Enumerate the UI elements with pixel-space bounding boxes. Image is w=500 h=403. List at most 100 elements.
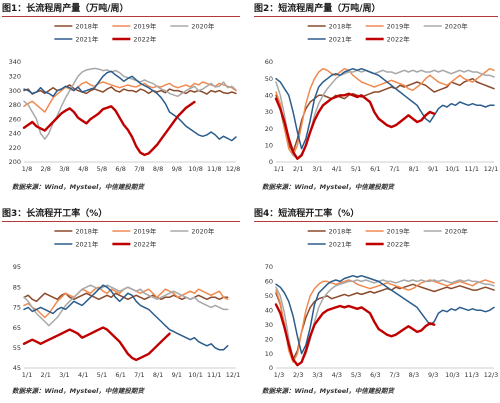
y-tick-label: 60: [265, 278, 273, 286]
series-line-2021年: [23, 284, 229, 351]
x-tick-label: 9/8: [172, 165, 182, 173]
x-tick-label: 4/3: [332, 371, 342, 379]
x-tick-label: 5/3: [351, 371, 361, 379]
series-line-2020年: [275, 279, 495, 366]
y-tick-label: 0: [269, 364, 273, 372]
x-tick-label: 2/8: [40, 165, 50, 173]
y-tick-label: 260: [9, 115, 21, 123]
series-line-2020年: [23, 67, 237, 140]
legend-label: 2020年: [191, 227, 215, 236]
x-tick-label: 11/1: [207, 371, 222, 379]
panel-2-source: 数据来源：Wind，Mysteel，中信建投期货: [262, 183, 394, 191]
panel-1-chart: 2018年 2019年 2020年 2021年 2022年 200 220 240 260 280…: [9, 22, 241, 174]
x-tick-label: 6/1: [370, 165, 380, 173]
panel-3-source: 数据来源：Wind，Mysteel，中信建投期货: [12, 387, 144, 395]
x-tick-label: 1/3: [274, 371, 284, 379]
x-tick-label: 1/1: [22, 371, 32, 379]
y-tick-label: 70: [265, 263, 273, 271]
legend-label: 2018年: [329, 227, 353, 236]
y-tick-label: 220: [9, 144, 21, 152]
x-tick-label: 8/1: [409, 165, 419, 173]
legend-label: 2022年: [133, 35, 157, 44]
x-tick-label: 12/3: [484, 371, 499, 379]
legend-label: 2020年: [191, 22, 215, 31]
panel-1-title: 图1：长流程周产量（万吨/周）: [2, 3, 240, 17]
legend-label: 2019年: [133, 22, 157, 31]
y-tick-label: 95: [13, 263, 21, 271]
y-tick-label: 300: [9, 87, 21, 95]
series-line-2018年: [275, 77, 495, 153]
y-tick-label: 20: [265, 125, 273, 133]
legend-label: 2021年: [329, 240, 353, 249]
legend-label: 2022年: [387, 35, 411, 44]
series-line-2019年: [275, 67, 495, 157]
series-line-2021年: [275, 274, 495, 355]
x-tick-label: 11/3: [464, 371, 479, 379]
x-tick-label: 11/1: [464, 165, 479, 173]
y-tick-label: 20: [265, 335, 273, 343]
panel-4-source: 数据来源：Wind，Mysteel，中信建投期货: [262, 387, 394, 395]
x-tick-label: 9/1: [172, 371, 182, 379]
x-tick-label: 10/3: [445, 371, 460, 379]
series-line-2022年: [22, 326, 171, 362]
x-tick-label: 11/8: [207, 165, 222, 173]
y-tick-label: 280: [9, 101, 21, 109]
legend-label: 2020年: [445, 227, 469, 236]
x-tick-label: 7/1: [134, 371, 144, 379]
legend-label: 2021年: [75, 240, 99, 249]
x-tick-label: 3/3: [312, 371, 322, 379]
x-tick-label: 5/1: [97, 371, 107, 379]
y-tick-label: 75: [13, 304, 21, 312]
y-tick-label: 200: [9, 158, 21, 166]
panel-4-chart: 2018年 2019年 2020年 2021年 2022年 0 10 20 30 40 50 60 70…: [265, 227, 499, 380]
y-tick-label: 50: [265, 75, 273, 83]
x-tick-label: 6/8: [115, 165, 125, 173]
series-line-2022年: [274, 303, 436, 367]
x-tick-label: 9/1: [428, 165, 438, 173]
x-tick-label: 8/1: [153, 371, 163, 379]
series-line-2021年: [23, 70, 237, 142]
panel-3-chart: 2018年 2019年 2020年 2021年 2022年 45 55 65 75 85 95 1/1…: [13, 227, 241, 380]
legend-label: 2020年: [445, 22, 469, 31]
legend-label: 2021年: [329, 35, 353, 44]
legend-label: 2018年: [75, 22, 99, 31]
y-tick-label: 40: [265, 92, 273, 100]
y-tick-label: 85: [13, 283, 21, 291]
legend-label: 2018年: [75, 227, 99, 236]
y-tick-label: 10: [265, 142, 273, 150]
y-tick-label: 65: [13, 324, 21, 332]
x-tick-label: 3/8: [59, 165, 69, 173]
legend-label: 2021年: [75, 35, 99, 44]
y-tick-label: 50: [265, 292, 273, 300]
x-tick-label: 6/3: [370, 371, 380, 379]
x-tick-label: 12/1: [484, 165, 499, 173]
y-tick-label: 0: [269, 158, 273, 166]
series-line-2018年: [275, 283, 495, 361]
y-tick-label: 340: [9, 58, 21, 66]
x-tick-label: 10/1: [188, 371, 203, 379]
x-tick-label: 7/1: [389, 165, 399, 173]
x-tick-label: 4/8: [78, 165, 88, 173]
legend-label: 2022年: [387, 240, 411, 249]
x-tick-label: 12/1: [226, 371, 241, 379]
panel-3-title: 图3：长流程开工率（%）: [2, 208, 240, 222]
y-tick-label: 40: [265, 306, 273, 314]
panel-1-source: 数据来源：Wind，Mysteel，中信建投期货: [12, 183, 144, 191]
x-tick-label: 5/8: [97, 165, 107, 173]
x-tick-label: 2/3: [293, 371, 303, 379]
x-tick-label: 1/1: [274, 165, 284, 173]
y-tick-label: 320: [9, 72, 21, 80]
series-line-2020年: [23, 284, 229, 327]
x-tick-label: 7/3: [389, 371, 399, 379]
x-tick-label: 6/1: [115, 371, 125, 379]
x-tick-label: 10/1: [445, 165, 460, 173]
x-tick-label: 3/1: [312, 165, 322, 173]
series-line-2022年: [274, 92, 436, 160]
legend-label: 2019年: [133, 227, 157, 236]
x-tick-label: 3/1: [59, 371, 69, 379]
legend-label: 2018年: [329, 22, 353, 31]
x-tick-label: 7/8: [134, 165, 144, 173]
series-line-2021年: [275, 67, 495, 150]
panel-4-title: 图4：短流程开工率（%）: [254, 208, 498, 222]
x-tick-label: 5/1: [351, 165, 361, 173]
